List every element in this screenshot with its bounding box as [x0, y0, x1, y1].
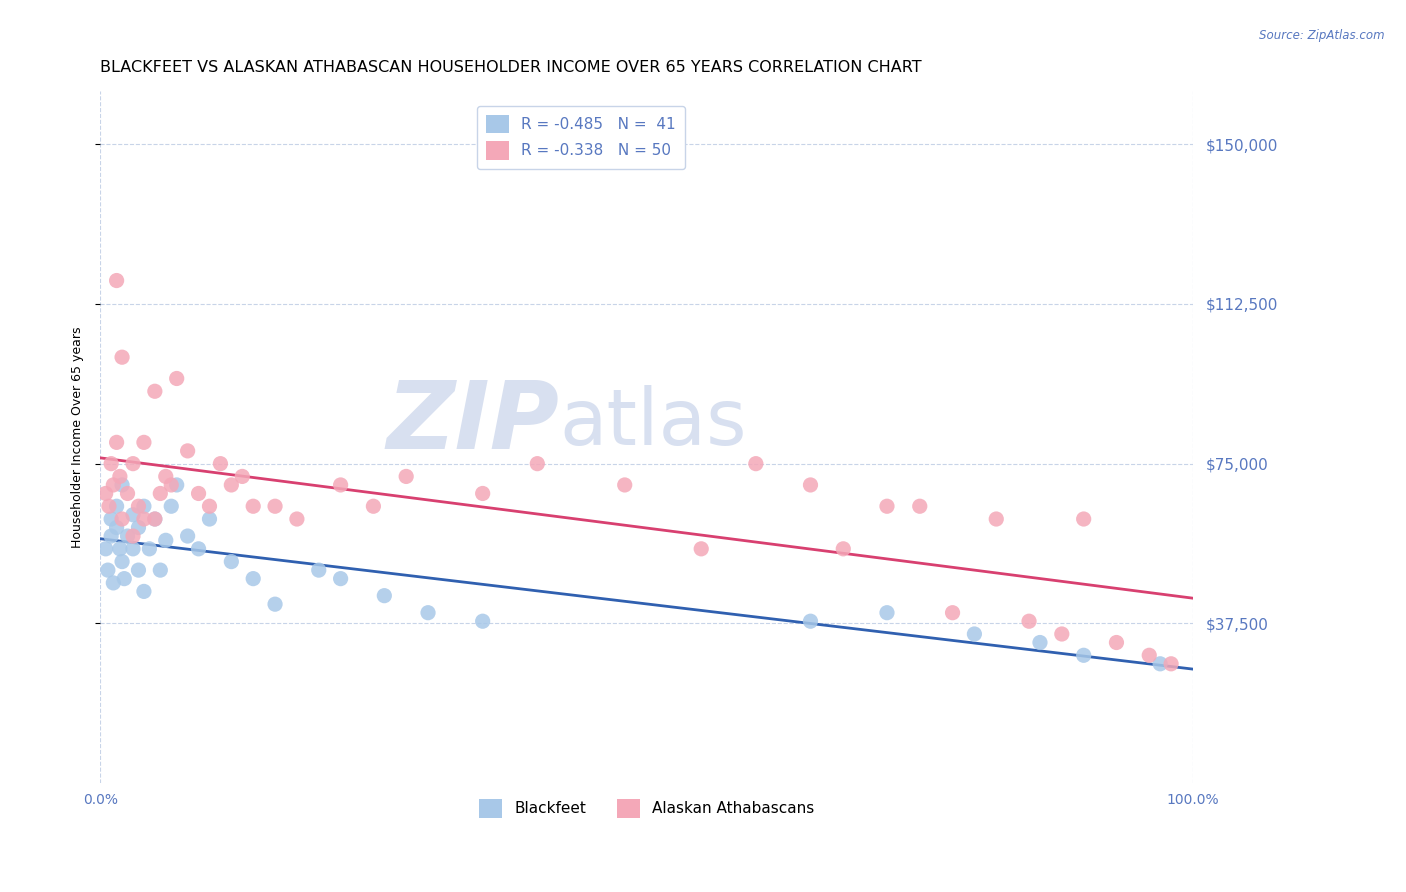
Point [1160, 657, 1182, 671]
Point [117, 486, 139, 500]
Point [122, 508, 145, 522]
Point [112, 572, 135, 586]
Point [108, 469, 131, 483]
Point [613, 478, 636, 492]
Point [111, 350, 134, 364]
Point [122, 457, 145, 471]
Point [1073, 648, 1095, 663]
Point [111, 512, 134, 526]
Point [1149, 657, 1171, 671]
Point [111, 478, 134, 492]
Point [103, 478, 125, 492]
Point [122, 541, 145, 556]
Text: atlas: atlas [560, 385, 747, 461]
Point [160, 478, 183, 492]
Point [690, 541, 713, 556]
Point [198, 512, 221, 526]
Point [1018, 614, 1040, 628]
Point [127, 500, 149, 514]
Point [108, 541, 131, 556]
Point [105, 520, 128, 534]
Point [160, 500, 183, 514]
Point [221, 478, 243, 492]
Point [155, 469, 177, 483]
Point [308, 563, 330, 577]
Point [876, 606, 898, 620]
Point [132, 435, 155, 450]
Point [416, 606, 439, 620]
Point [149, 486, 172, 500]
Point [1050, 627, 1073, 641]
Point [832, 541, 855, 556]
Y-axis label: Householder Income Over 65 years: Householder Income Over 65 years [72, 326, 84, 548]
Point [986, 512, 1008, 526]
Point [103, 575, 125, 590]
Point [471, 614, 494, 628]
Point [941, 606, 963, 620]
Point [329, 572, 352, 586]
Point [471, 486, 494, 500]
Legend: Blackfeet, Alaskan Athabascans: Blackfeet, Alaskan Athabascans [472, 793, 820, 824]
Point [94, 541, 117, 556]
Point [799, 614, 821, 628]
Point [1073, 512, 1095, 526]
Point [149, 563, 172, 577]
Point [100, 512, 122, 526]
Point [97, 500, 120, 514]
Point [242, 572, 264, 586]
Point [127, 563, 149, 577]
Point [176, 529, 198, 543]
Point [143, 512, 166, 526]
Point [117, 529, 139, 543]
Point [221, 555, 243, 569]
Point [97, 563, 120, 577]
Point [166, 478, 188, 492]
Point [166, 371, 188, 385]
Point [94, 486, 117, 500]
Point [105, 274, 128, 288]
Text: Source: ZipAtlas.com: Source: ZipAtlas.com [1260, 29, 1385, 42]
Point [209, 457, 232, 471]
Point [105, 435, 128, 450]
Point [198, 500, 221, 514]
Text: ZIP: ZIP [387, 377, 560, 469]
Point [242, 500, 264, 514]
Point [264, 500, 287, 514]
Text: BLACKFEET VS ALASKAN ATHABASCAN HOUSEHOLDER INCOME OVER 65 YEARS CORRELATION CHA: BLACKFEET VS ALASKAN ATHABASCAN HOUSEHOL… [100, 60, 922, 75]
Point [138, 541, 160, 556]
Point [143, 512, 166, 526]
Point [908, 500, 931, 514]
Point [187, 486, 209, 500]
Point [363, 500, 385, 514]
Point [100, 529, 122, 543]
Point [285, 512, 308, 526]
Point [187, 541, 209, 556]
Point [122, 529, 145, 543]
Point [876, 500, 898, 514]
Point [1105, 635, 1128, 649]
Point [155, 533, 177, 548]
Point [329, 478, 352, 492]
Point [127, 520, 149, 534]
Point [143, 384, 166, 399]
Point [745, 457, 768, 471]
Point [526, 457, 548, 471]
Point [1137, 648, 1160, 663]
Point [100, 457, 122, 471]
Point [264, 597, 287, 611]
Point [176, 443, 198, 458]
Point [132, 500, 155, 514]
Point [963, 627, 986, 641]
Point [799, 478, 821, 492]
Point [105, 500, 128, 514]
Point [132, 584, 155, 599]
Point [1029, 635, 1052, 649]
Point [231, 469, 253, 483]
Point [395, 469, 418, 483]
Point [132, 512, 155, 526]
Point [373, 589, 395, 603]
Point [111, 555, 134, 569]
